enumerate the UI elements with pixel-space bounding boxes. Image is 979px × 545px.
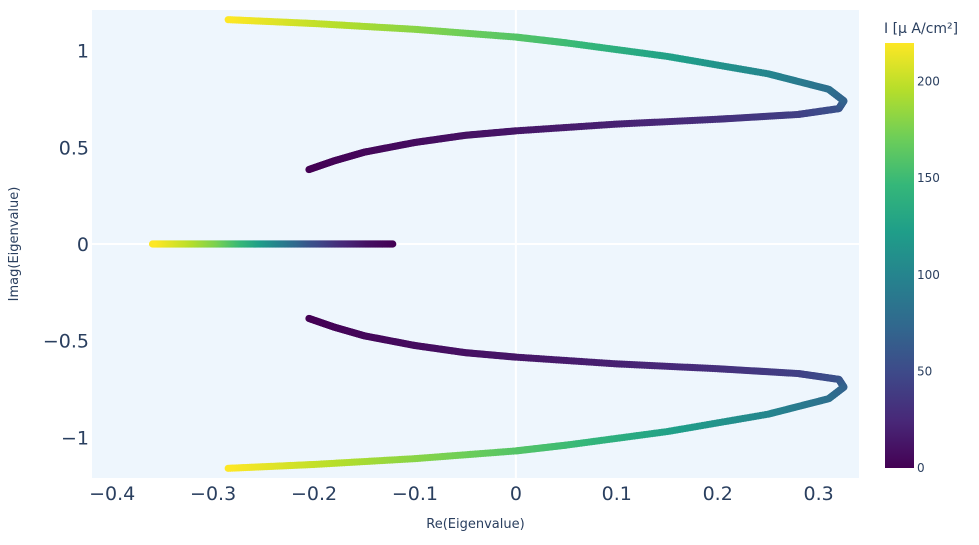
colorbar-tick-label: 200 bbox=[917, 75, 940, 89]
x-tick-label: 0.2 bbox=[703, 483, 733, 505]
y-tick-label: 1 bbox=[77, 41, 89, 63]
x-tick-labels: −0.4 −0.3 −0.2 −0.1 0 0.1 0.2 0.3 bbox=[89, 483, 834, 505]
colorbar-tick-label: 0 bbox=[917, 461, 925, 475]
x-axis-title: Re(Eigenvalue) bbox=[426, 517, 524, 532]
colorbar-title: I [μ A/cm²] bbox=[884, 21, 958, 37]
data-point-lower bbox=[224, 464, 232, 472]
y-tick-label: 0 bbox=[77, 234, 89, 256]
colorbar-tick-labels: 0 50 100 150 200 bbox=[917, 75, 940, 475]
x-tick-label: 0 bbox=[510, 483, 522, 505]
colorbar-tick-label: 150 bbox=[917, 171, 940, 185]
data-points bbox=[148, 16, 848, 472]
x-tick-label: 0.3 bbox=[804, 483, 834, 505]
y-tick-labels: 1 0.5 0 −0.5 −1 bbox=[43, 41, 89, 450]
y-tick-label: −1 bbox=[61, 427, 89, 449]
x-tick-label: −0.3 bbox=[190, 483, 236, 505]
colorbar-tick-label: 100 bbox=[917, 268, 940, 282]
x-tick-label: −0.2 bbox=[291, 483, 337, 505]
x-tick-label: −0.4 bbox=[89, 483, 135, 505]
y-tick-label: −0.5 bbox=[43, 331, 89, 353]
data-point-upper bbox=[224, 16, 232, 24]
data-point-real bbox=[148, 240, 157, 248]
x-tick-label: −0.1 bbox=[392, 483, 438, 505]
y-tick-label: 0.5 bbox=[59, 137, 89, 159]
colorbar-tick-label: 50 bbox=[917, 364, 932, 378]
colorbar bbox=[885, 43, 914, 468]
x-tick-label: 0.1 bbox=[602, 483, 632, 505]
y-axis-title: Imag(Eigenvalue) bbox=[7, 187, 22, 302]
